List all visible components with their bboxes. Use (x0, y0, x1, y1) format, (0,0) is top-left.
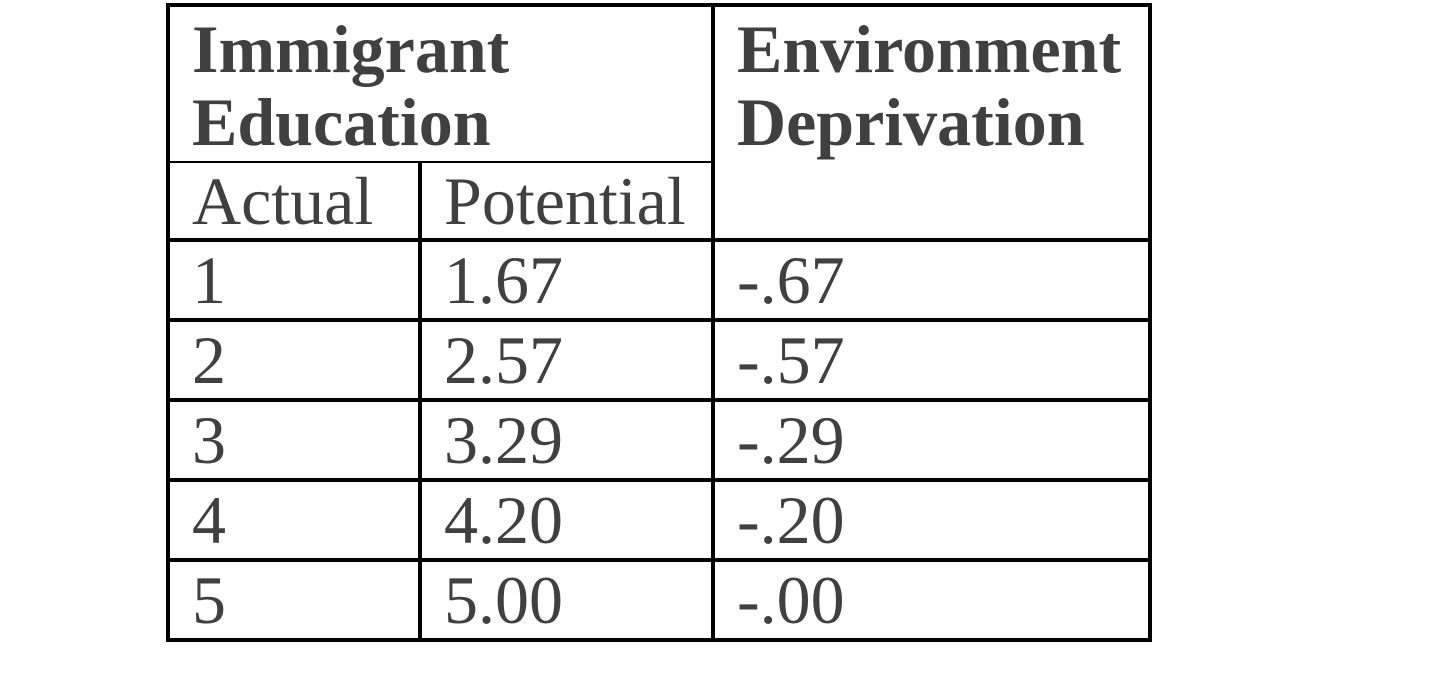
cell-deprivation-1: -.67 (711, 238, 1152, 322)
table-row-2: 2 2.57 -.57 (166, 318, 1152, 402)
cell-actual-2: 2 (166, 318, 422, 402)
cell-actual-5: 5 (166, 558, 422, 642)
cell-potential-1: 1.67 (418, 238, 715, 322)
table-row-5: 5 5.00 -.00 (166, 558, 1152, 642)
header-environment-deprivation: Environment Deprivation (711, 3, 1152, 242)
table-row-1: 1 1.67 -.67 (166, 238, 1152, 322)
cell-deprivation-5: -.00 (711, 558, 1152, 642)
immigrant-education-table: Immigrant Education Environment Deprivat… (166, 3, 1152, 642)
subheader-potential: Potential (418, 161, 715, 242)
table-row-3: 3 3.29 -.29 (166, 398, 1152, 482)
cell-actual-4: 4 (166, 478, 422, 562)
cell-deprivation-4: -.20 (711, 478, 1152, 562)
cell-potential-4: 4.20 (418, 478, 715, 562)
cell-deprivation-2: -.57 (711, 318, 1152, 402)
cell-deprivation-3: -.29 (711, 398, 1152, 482)
cell-potential-3: 3.29 (418, 398, 715, 482)
table-subheader-row: Actual Potential (166, 161, 1150, 242)
subheader-actual: Actual (166, 161, 422, 242)
cell-actual-3: 3 (166, 398, 422, 482)
cell-potential-5: 5.00 (418, 558, 715, 642)
cell-potential-2: 2.57 (418, 318, 715, 402)
table-row-4: 4 4.20 -.20 (166, 478, 1152, 562)
cell-actual-1: 1 (166, 238, 422, 322)
table-group-header-row: Immigrant Education Environment Deprivat… (166, 3, 1152, 242)
header-immigrant-education: Immigrant Education (166, 3, 715, 163)
